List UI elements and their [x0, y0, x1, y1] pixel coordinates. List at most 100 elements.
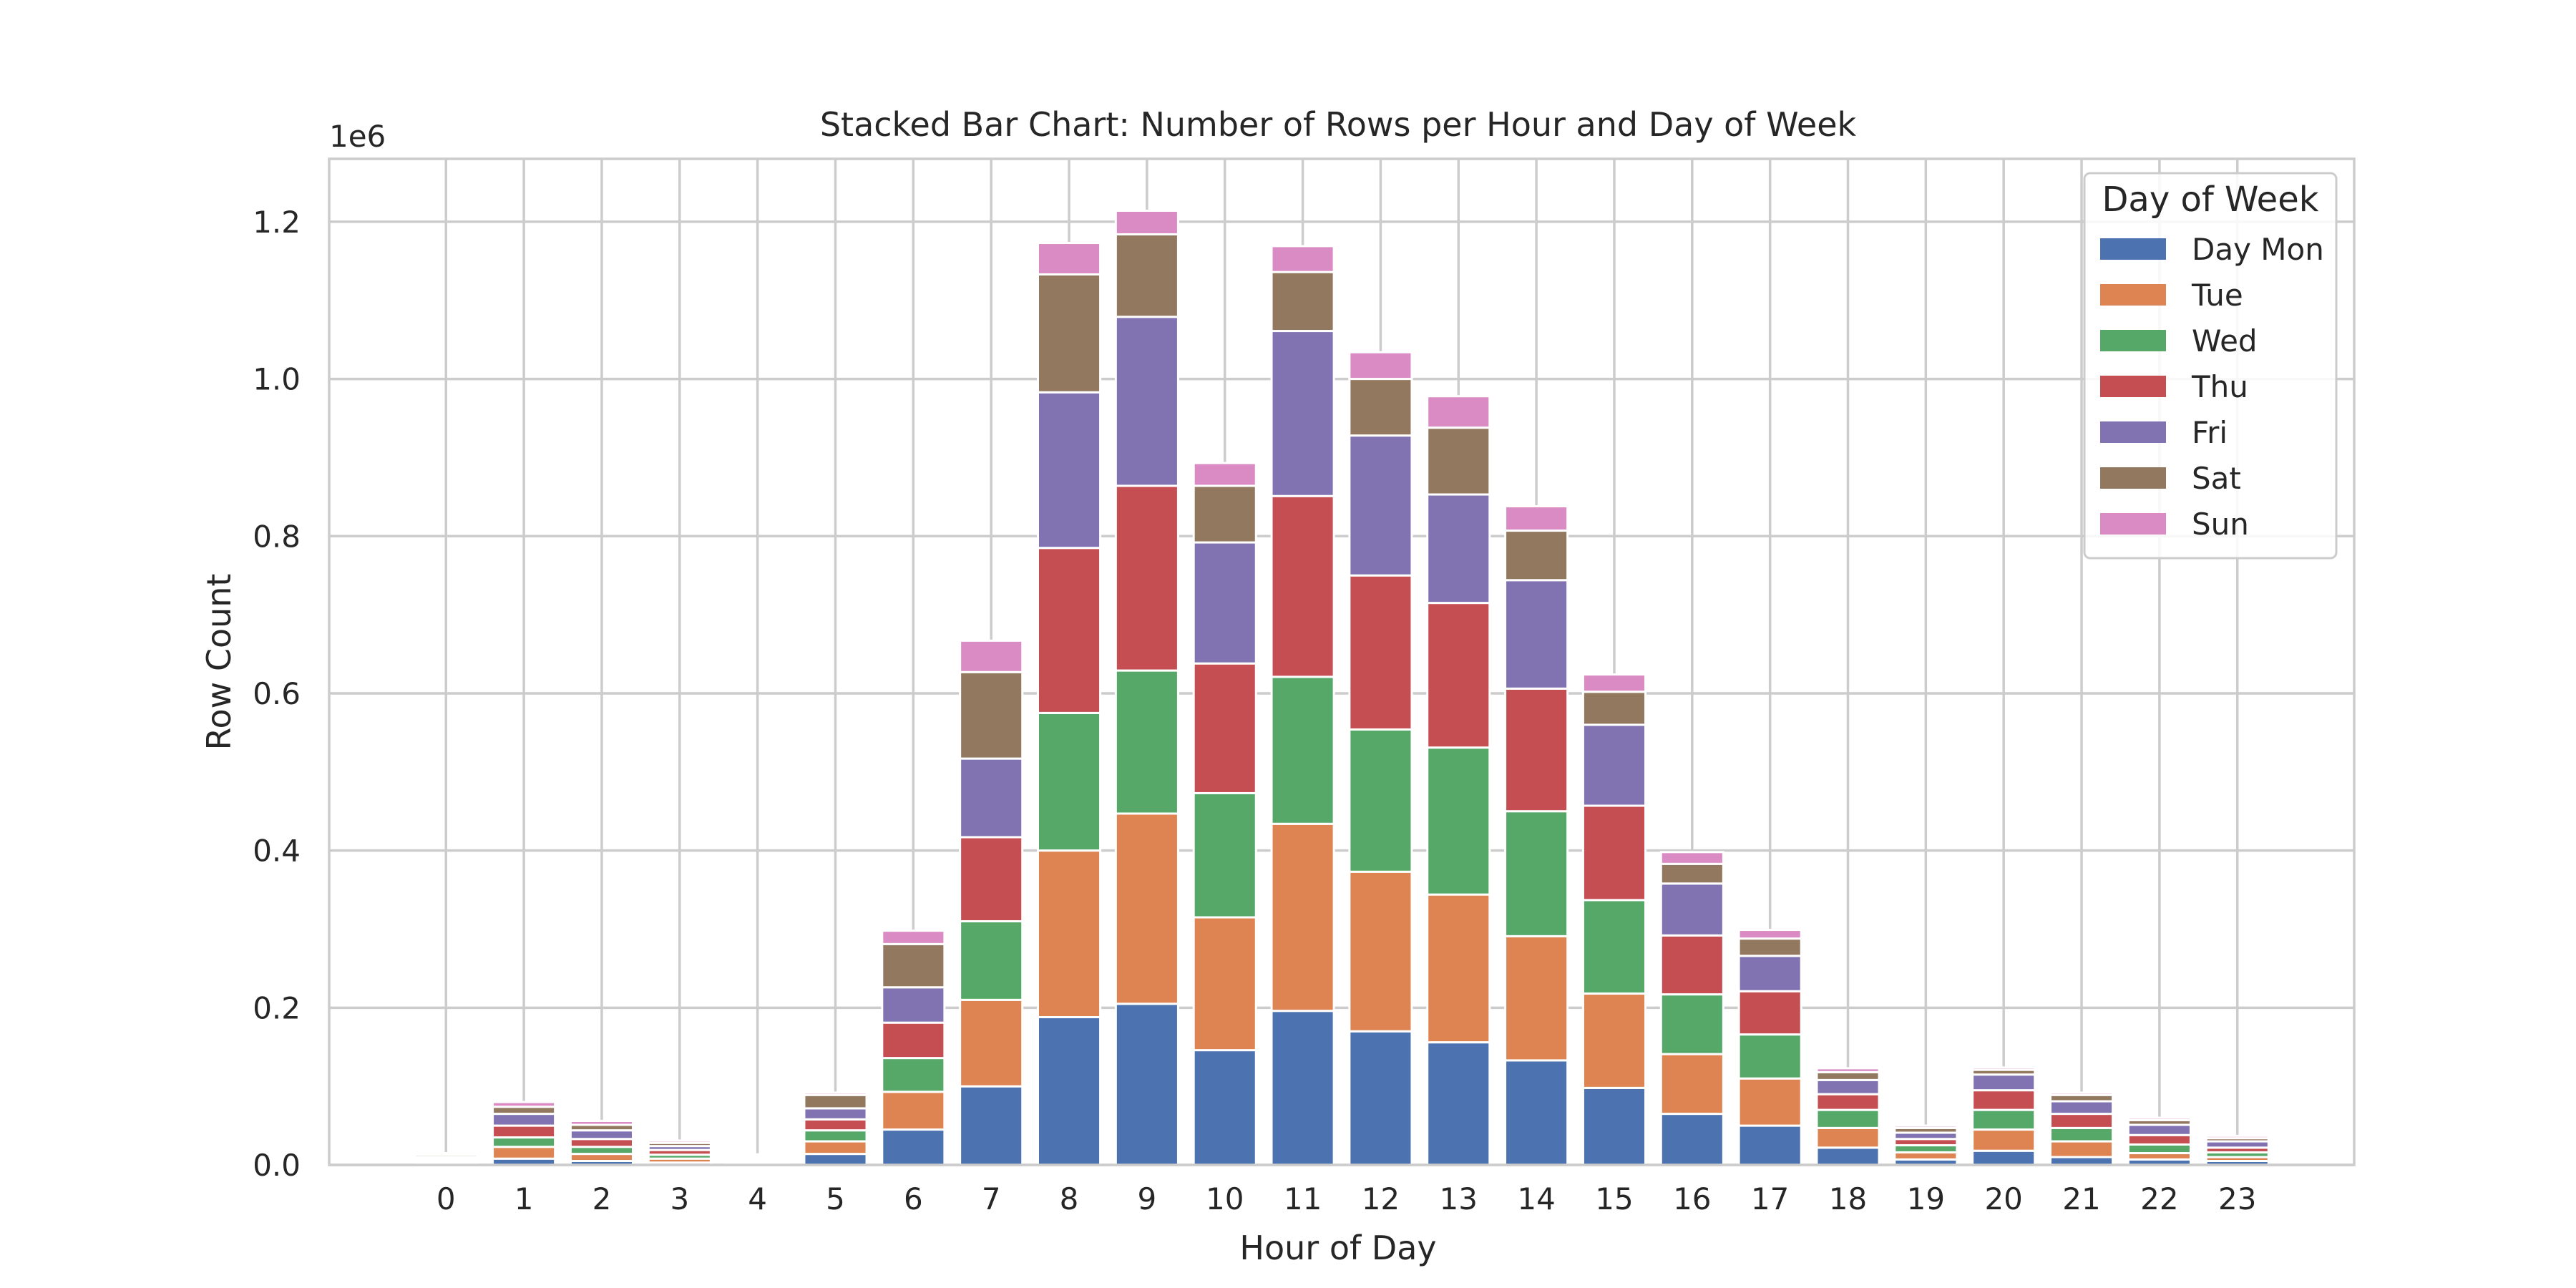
bar-segment — [1192, 791, 1257, 919]
bar-segment — [1192, 541, 1257, 665]
legend-label: Day Mon — [2192, 232, 2324, 267]
bar-segment — [803, 1118, 868, 1132]
bar-segment — [1270, 1010, 1335, 1166]
legend-label: Sat — [2192, 461, 2241, 496]
bar-segment — [414, 1152, 479, 1156]
bar-segment — [1270, 245, 1335, 273]
bar-segment — [1037, 391, 1102, 550]
x-tick-label: 11 — [1284, 1181, 1322, 1216]
x-axis-label: Hour of Day — [1239, 1229, 1436, 1267]
bar-segment — [881, 930, 946, 945]
bar-segment — [1971, 1149, 2036, 1166]
bar-segment — [881, 1057, 946, 1093]
bar-segment — [1815, 1146, 1880, 1166]
y-tick-label: 0.0 — [253, 1148, 301, 1183]
x-tick-label: 8 — [1060, 1181, 1079, 1216]
series-day-mon — [414, 1002, 2270, 1166]
bar-segment — [1504, 505, 1569, 532]
bar-segment — [1504, 530, 1569, 582]
bar-segment — [1659, 993, 1724, 1055]
bar-segment — [1504, 687, 1569, 813]
x-tick-label: 4 — [748, 1181, 767, 1216]
x-tick-label: 12 — [1362, 1181, 1400, 1216]
legend-label: Wed — [2192, 323, 2258, 358]
bar-segment — [569, 1119, 635, 1126]
x-tick-label: 10 — [1206, 1181, 1244, 1216]
bar-segment — [1581, 691, 1647, 726]
bar-segment — [1348, 1030, 1413, 1166]
legend-swatch — [2100, 238, 2166, 260]
bar-segment — [959, 639, 1024, 673]
bar-segment — [1348, 351, 1413, 381]
bar-segment — [1815, 1067, 1880, 1073]
bar-segment — [1581, 992, 1647, 1089]
bar-segment — [1270, 494, 1335, 678]
x-tick-label: 3 — [670, 1181, 689, 1216]
bar-segment — [1815, 1093, 1880, 1111]
bar-segment — [492, 1101, 557, 1108]
y-tick-label: 1.2 — [253, 205, 301, 240]
bar-segment — [2127, 1143, 2192, 1155]
legend-swatch — [2100, 284, 2166, 306]
bar-segment — [959, 998, 1024, 1088]
y-axis-label: Row Count — [200, 574, 238, 751]
bar-segment — [492, 1124, 557, 1139]
x-axis-ticks: 0 1 2 3 4 5 6 7 8 9 10 11 12 13 14 15 16 17 18 19 20 21 22 23 — [436, 1181, 2257, 1216]
bar-segment — [1737, 937, 1802, 957]
bar-segment — [569, 1129, 635, 1141]
bar-segment — [1815, 1126, 1880, 1149]
bar-segment — [2205, 1134, 2270, 1140]
bar-segment — [725, 1153, 790, 1157]
bar-segment — [1581, 899, 1647, 995]
bar-segment — [647, 1139, 712, 1144]
bar-segment — [1426, 1041, 1491, 1166]
bar-segment — [492, 1136, 557, 1148]
bar-segment — [2127, 1123, 2192, 1136]
x-tick-label: 15 — [1595, 1181, 1633, 1216]
y-offset-label: 1e6 — [329, 119, 386, 154]
bar-segment — [1114, 669, 1179, 815]
x-tick-label: 22 — [2140, 1181, 2178, 1216]
legend-entry: Fri — [2100, 415, 2228, 450]
x-tick-label: 18 — [1829, 1181, 1867, 1216]
x-tick-label: 1 — [514, 1181, 534, 1216]
bar-segment — [1270, 270, 1335, 333]
bar-segment — [1815, 1108, 1880, 1129]
bar-segment — [1737, 1077, 1802, 1127]
legend-box — [2083, 172, 2338, 560]
bar-segment — [959, 757, 1024, 839]
bar-segment — [1348, 574, 1413, 731]
bar-segment — [881, 1128, 946, 1166]
x-tick-label: 9 — [1138, 1181, 1157, 1216]
x-tick-label: 14 — [1517, 1181, 1555, 1216]
bar-segment — [881, 1091, 946, 1131]
bar-segment — [1504, 935, 1569, 1062]
legend-entry: Wed — [2100, 323, 2258, 358]
bars — [414, 209, 2270, 1166]
series-sun — [414, 209, 2270, 1157]
series-fri — [414, 316, 2270, 1161]
plot-area — [328, 157, 2356, 1166]
bar-segment — [1659, 1113, 1724, 1166]
legend-label: Thu — [2191, 369, 2248, 404]
bar-segment — [2049, 1126, 2114, 1143]
bar-segment — [1037, 849, 1102, 1018]
bar-segment — [1426, 893, 1491, 1044]
bar-segment — [1737, 1033, 1802, 1080]
x-tick-label: 6 — [904, 1181, 923, 1216]
bar-segment — [1737, 1124, 1802, 1166]
bar-segment — [881, 986, 946, 1024]
bar-segment — [1348, 870, 1413, 1033]
bar-segment — [803, 1140, 868, 1156]
bar-segment — [1971, 1073, 2036, 1092]
bar-segment — [1270, 675, 1335, 825]
bar-segment — [1893, 1124, 1958, 1129]
legend-swatch — [2100, 421, 2166, 443]
bar-segment — [1192, 1049, 1257, 1166]
bar-segment — [803, 1129, 868, 1143]
x-tick-label: 2 — [592, 1181, 612, 1216]
bar-segment — [1659, 934, 1724, 996]
bar-segment — [1504, 579, 1569, 690]
legend-swatch — [2100, 376, 2166, 397]
y-tick-label: 0.2 — [253, 990, 301, 1025]
